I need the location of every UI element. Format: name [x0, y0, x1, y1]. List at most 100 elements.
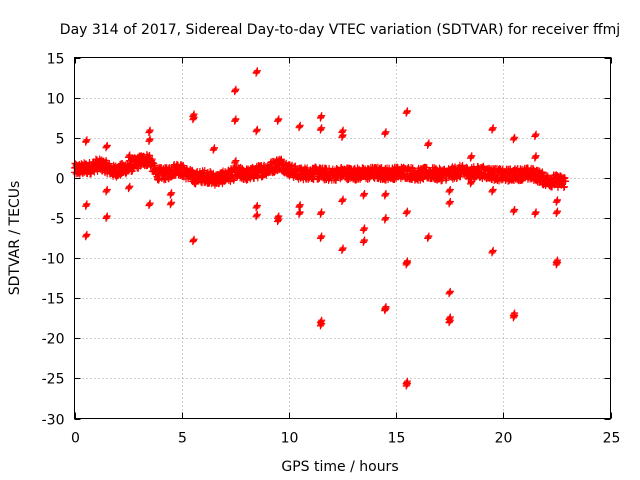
outlier-point	[553, 208, 561, 216]
outlier-point	[338, 246, 346, 254]
outlier-point	[231, 159, 239, 167]
outlier-point	[231, 88, 239, 96]
outlier-point	[467, 153, 475, 161]
outlier-point	[317, 125, 325, 133]
outlier-point	[82, 233, 90, 241]
outlier-point	[381, 216, 389, 224]
outlier-point	[252, 128, 260, 136]
outlier-point	[531, 131, 539, 139]
outlier-point	[339, 245, 346, 253]
outlier-point	[531, 154, 539, 162]
outlier-point	[102, 144, 110, 152]
y-tick-label: -25	[42, 372, 65, 388]
outlier-point	[125, 153, 133, 161]
outlier-point	[338, 133, 346, 141]
outlier-point	[189, 116, 197, 124]
outlier-point	[317, 233, 325, 241]
y-tick-labels: 15 10 5 0 -5 -10 -15 -20 -25 -30	[42, 52, 65, 429]
outlier-point	[489, 187, 497, 195]
chart-title: Day 314 of 2017, Sidereal Day-to-day VTE…	[60, 22, 620, 38]
outlier-point	[317, 321, 325, 329]
outlier-point	[146, 136, 154, 144]
outlier-point	[274, 218, 282, 226]
outlier-point	[209, 146, 217, 154]
y-tick-label: 10	[47, 92, 65, 108]
outlier-point	[509, 208, 517, 216]
outlier-point	[253, 212, 261, 220]
outlier-point	[231, 116, 239, 124]
outlier-point	[82, 137, 90, 145]
x-tick-label: 10	[281, 431, 299, 447]
outlier-point	[488, 249, 496, 257]
outlier-point	[381, 305, 389, 313]
outlier-point	[316, 322, 324, 330]
outlier-point	[82, 201, 90, 209]
outlier-point	[467, 179, 475, 187]
outlier-point	[231, 158, 239, 166]
outlier-point	[82, 202, 90, 210]
outlier-point	[317, 113, 325, 121]
outlier-point	[339, 196, 346, 204]
outlier-point	[489, 125, 497, 133]
outlier-point	[103, 143, 111, 151]
outlier-point	[360, 237, 368, 245]
outlier-point	[552, 210, 560, 218]
outlier-point	[381, 192, 389, 200]
outlier-point	[531, 209, 539, 217]
axis-ticks	[74, 57, 612, 420]
outlier-point	[338, 197, 346, 205]
outlier-point	[381, 129, 389, 137]
x-tick-label: 20	[495, 431, 513, 447]
outlier-point	[296, 122, 304, 130]
y-tick-label: -15	[42, 292, 65, 308]
outlier-point	[402, 261, 410, 269]
outlier-point	[189, 238, 197, 246]
outlier-point	[316, 210, 324, 218]
outlier-point	[509, 136, 517, 144]
outlier-point	[510, 207, 518, 215]
outlier-point	[274, 216, 282, 224]
outlier-point	[446, 289, 454, 297]
outlier-point	[510, 313, 518, 321]
outlier-point	[445, 319, 453, 327]
outlier-point	[145, 137, 153, 145]
outlier-point	[167, 200, 175, 208]
y-tick-label: 15	[47, 52, 65, 68]
outlier-point	[167, 190, 175, 198]
band-point	[561, 177, 569, 185]
outlier-point	[360, 191, 368, 199]
outlier-point	[296, 202, 304, 210]
y-tick-label: -10	[42, 252, 65, 268]
y-tick-label: -30	[42, 413, 65, 429]
outlier-point	[274, 116, 282, 124]
outlier-point	[403, 381, 411, 389]
outlier-point	[102, 214, 110, 222]
x-axis-label: GPS time / hours	[281, 459, 398, 475]
outlier-point	[253, 127, 261, 135]
outlier-point	[552, 198, 560, 206]
band-point	[178, 163, 186, 171]
outlier-point	[125, 185, 133, 193]
outlier-point	[381, 191, 389, 199]
outlier-point	[189, 236, 197, 244]
outlier-point	[446, 187, 454, 195]
outlier-point	[360, 225, 368, 233]
band-point	[332, 176, 340, 184]
outlier-point	[553, 260, 561, 268]
outlier-point	[531, 133, 539, 141]
outlier-point	[531, 210, 539, 218]
outlier-point	[166, 191, 174, 199]
outlier-point	[466, 180, 474, 188]
outlier-point	[103, 187, 111, 195]
y-tick-label: -5	[51, 212, 65, 228]
outlier-point	[82, 232, 90, 240]
outlier-point	[295, 124, 303, 132]
band-point	[456, 173, 464, 181]
band-point	[449, 175, 457, 183]
outlier-point	[189, 114, 197, 122]
outlier-point	[102, 188, 110, 196]
outlier-point	[316, 114, 324, 122]
outlier-point	[446, 199, 454, 207]
outlier-point	[231, 86, 239, 94]
outlier-point	[253, 203, 261, 211]
